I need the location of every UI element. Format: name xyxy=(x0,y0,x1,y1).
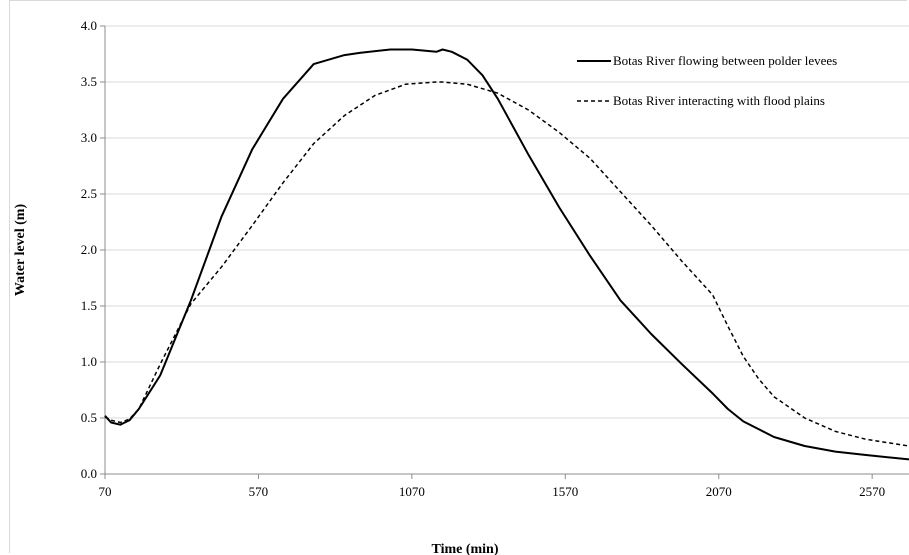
series-line-flood-plains xyxy=(104,81,909,447)
y-tick-labels: 0.0 0.5 1.0 1.5 2.0 2.5 3.0 3.5 4.0 xyxy=(81,18,105,481)
y-tick-label: 4.0 xyxy=(81,18,97,33)
y-tick-label: 0.5 xyxy=(81,410,97,425)
x-tick-labels: 70 570 1070 1570 2070 2570 xyxy=(99,474,885,499)
legend-label: Botas River flowing between polder levee… xyxy=(613,53,837,68)
y-tick-label: 3.0 xyxy=(81,130,97,145)
y-axis-title: Water level (m) xyxy=(13,204,28,297)
x-tick-label: 70 xyxy=(99,484,112,499)
grid-lines xyxy=(105,25,909,419)
y-tick-label: 1.0 xyxy=(81,354,97,369)
x-tick-label: 2070 xyxy=(706,484,732,499)
x-axis-title: Time (min) xyxy=(431,542,498,555)
y-tick-label: 0.0 xyxy=(81,466,97,481)
legend-label: Botas River interacting with flood plain… xyxy=(613,93,825,108)
series-line-polder-levees xyxy=(104,48,909,461)
chart-frame xyxy=(9,0,907,553)
x-tick-label: 570 xyxy=(249,484,269,499)
series-lines xyxy=(104,48,909,461)
y-tick-label: 3.5 xyxy=(81,74,97,89)
y-tick-label: 2.0 xyxy=(81,242,97,257)
x-tick-label: 2570 xyxy=(859,484,885,499)
legend: Botas River flowing between polder levee… xyxy=(577,53,837,108)
x-tick-label: 1070 xyxy=(399,484,425,499)
y-tick-label: 2.5 xyxy=(81,186,97,201)
x-tick-label: 1570 xyxy=(552,484,578,499)
y-tick-label: 1.5 xyxy=(81,298,97,313)
